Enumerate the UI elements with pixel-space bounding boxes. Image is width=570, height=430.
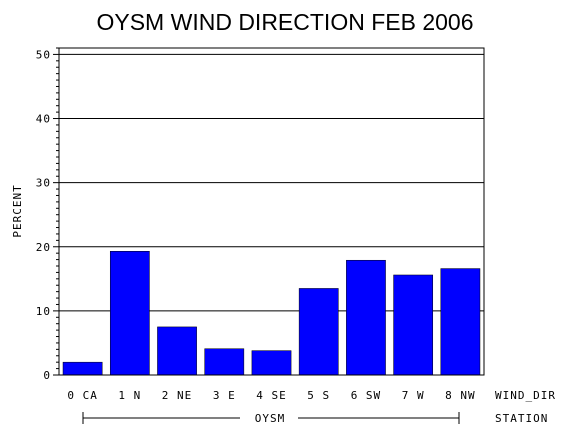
station-group-bracket: [82, 412, 460, 424]
x-axis-label: WIND_DIR: [495, 389, 556, 402]
y-axis: 0 10 20 30 40 50: [36, 47, 59, 382]
y-tick-label: 40: [36, 113, 51, 126]
x-tick-label: 5 S: [307, 389, 330, 402]
y-tick-label: 30: [36, 177, 51, 190]
bar-0: [62, 361, 103, 376]
bar-8: [440, 268, 481, 376]
bar-4: [251, 350, 292, 376]
x-tick-label: 1 N: [118, 389, 141, 402]
bar-6: [346, 259, 386, 376]
bar-3: [204, 348, 245, 376]
x-tick-label: 6 SW: [351, 389, 382, 402]
station-axis-label: STATION: [495, 412, 548, 425]
station-name: OYSM: [255, 412, 286, 425]
y-tick-label: 10: [36, 305, 51, 318]
y-axis-label: PERCENT: [11, 184, 24, 237]
y-tick-label: 0: [43, 369, 51, 382]
x-tick-label: 3 E: [213, 389, 236, 402]
x-tick-label: 4 SE: [256, 389, 287, 402]
x-tick-label: 0 CA: [67, 389, 98, 402]
x-axis-labels: 0 CA 1 N 2 NE 3 E 4 SE 5 S 6 SW 7 W 8 NW: [67, 389, 476, 402]
bar-2: [157, 326, 197, 376]
y-tick-label: 50: [36, 48, 51, 61]
bar-7: [393, 274, 434, 376]
x-tick-label: 2 NE: [162, 389, 193, 402]
x-tick-label: 7 W: [402, 389, 425, 402]
plot-frame: [58, 47, 485, 376]
chart-title: OYSM WIND DIRECTION FEB 2006: [96, 9, 473, 35]
bar-5: [298, 288, 339, 376]
y-tick-label: 20: [36, 241, 51, 254]
bars: [62, 251, 481, 376]
bar-1: [109, 251, 150, 376]
x-tick-label: 8 NW: [445, 389, 476, 402]
